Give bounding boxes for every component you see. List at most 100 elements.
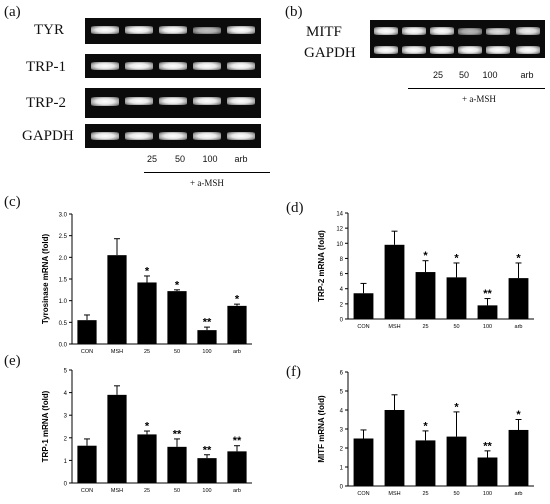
bar xyxy=(197,458,217,483)
x-tick-label: 50 xyxy=(453,324,459,330)
gel-band xyxy=(91,26,119,34)
bar-chart-tyrosinase: 0.0 0.5 1.0 1.5 2.0 2.5 3.0 Tyrosinase mRNA (fo… xyxy=(41,213,252,355)
significance-marker: * xyxy=(454,401,459,413)
gel-band xyxy=(159,97,187,105)
significance-marker: ** xyxy=(483,440,492,452)
bar xyxy=(167,446,187,483)
x-tick-label: 25 xyxy=(422,491,428,497)
bar xyxy=(508,429,529,486)
x-tick-label: CON xyxy=(81,349,93,355)
panel-c-letter: (c) xyxy=(4,194,21,210)
y-tick-label: 5 xyxy=(64,369,68,375)
bar xyxy=(137,434,157,483)
gel-band xyxy=(193,132,221,140)
gel-mitf xyxy=(370,20,545,42)
gel-band xyxy=(374,46,398,54)
bar xyxy=(415,272,436,319)
x-tick-label: 100 xyxy=(202,488,211,494)
gel-band xyxy=(402,27,426,35)
y-tick-label: 2 xyxy=(340,302,344,308)
x-tick-label: CON xyxy=(357,324,369,330)
x-tick-label: 100 xyxy=(483,491,492,497)
y-tick-label: 1 xyxy=(340,466,344,472)
bar xyxy=(415,440,436,486)
x-tick-label: arb xyxy=(233,488,241,494)
y-tick-label: 5 xyxy=(340,390,344,396)
bar xyxy=(446,436,467,486)
y-axis-label: TRP-1 mRNA (fold) xyxy=(41,390,50,462)
gel-band xyxy=(430,27,454,35)
panel-f-letter: (f) xyxy=(286,364,301,380)
treatment-label-b: + a-MSH xyxy=(462,94,496,104)
y-tick-label: 6 xyxy=(340,272,344,278)
gel-band xyxy=(402,46,426,54)
y-tick-label: 1.5 xyxy=(59,278,68,284)
significance-marker: ** xyxy=(173,428,182,440)
bar xyxy=(197,330,217,344)
gel-tyr xyxy=(85,18,261,44)
significance-marker: ** xyxy=(203,317,212,329)
gel-band xyxy=(227,26,255,34)
bar xyxy=(227,451,247,483)
y-axis-label: Tyrosinase mRNA (fold) xyxy=(41,234,50,325)
y-axis-label: MITF mRNA (fold) xyxy=(317,395,326,463)
gel-trp1 xyxy=(85,54,261,78)
y-tick-label: 0 xyxy=(340,485,344,491)
panel-a-letter: (a) xyxy=(4,4,21,20)
y-tick-label: 0 xyxy=(340,318,344,324)
y-tick-label: 4 xyxy=(340,287,344,293)
x-tick-label: 50 xyxy=(453,491,459,497)
gel-band xyxy=(227,62,255,70)
gel-band xyxy=(516,46,540,54)
gel-band xyxy=(159,62,187,70)
significance-marker: * xyxy=(454,252,459,264)
bar xyxy=(384,244,405,319)
y-tick-label: 3 xyxy=(340,428,344,434)
treatment-line-a xyxy=(144,172,270,173)
bar xyxy=(384,410,405,486)
significance-marker: * xyxy=(145,265,150,277)
bar xyxy=(477,457,498,486)
x-tick-label: 100 xyxy=(202,349,211,355)
gel-gapdh-a xyxy=(85,124,261,148)
gel-band xyxy=(91,132,119,140)
gel-band xyxy=(125,97,153,105)
bar xyxy=(77,320,97,344)
gel-band xyxy=(227,132,255,140)
significance-marker: * xyxy=(423,250,428,262)
bar xyxy=(167,291,187,344)
y-tick-label: 4 xyxy=(64,391,68,397)
significance-marker: * xyxy=(516,252,521,264)
gel-band xyxy=(227,97,255,105)
y-tick-label: 2.5 xyxy=(59,234,68,240)
y-tick-label: 6 xyxy=(340,371,344,377)
gel-band xyxy=(486,46,510,54)
x-tick-label: arb xyxy=(515,324,523,330)
significance-marker: * xyxy=(145,421,150,433)
significance-marker: ** xyxy=(233,435,242,447)
y-tick-label: 0 xyxy=(64,482,68,488)
x-tick-label: 25 xyxy=(144,349,150,355)
gel-label-mitf: MITF xyxy=(306,24,342,40)
lane-label-50-b: 50 xyxy=(458,70,469,80)
bar xyxy=(77,445,97,483)
x-tick-label: 100 xyxy=(483,324,492,330)
significance-marker: * xyxy=(175,279,180,291)
y-tick-label: 0.0 xyxy=(59,343,68,349)
bar xyxy=(107,255,127,344)
x-tick-label: MSH xyxy=(388,491,400,497)
gel-label-trp2: TRP-2 xyxy=(26,95,67,111)
gel-band xyxy=(125,26,153,34)
x-tick-label: MSH xyxy=(111,488,123,494)
y-tick-label: 1.0 xyxy=(59,299,68,305)
gel-band xyxy=(486,27,510,35)
gel-band xyxy=(193,62,221,70)
x-tick-label: arb xyxy=(515,491,523,497)
panel-b-letter: (b) xyxy=(285,4,303,20)
significance-marker: ** xyxy=(483,288,492,300)
significance-marker: * xyxy=(423,420,428,432)
significance-marker: * xyxy=(235,294,240,306)
significance-marker: ** xyxy=(203,444,212,456)
bar xyxy=(227,305,247,344)
bar xyxy=(137,282,157,344)
